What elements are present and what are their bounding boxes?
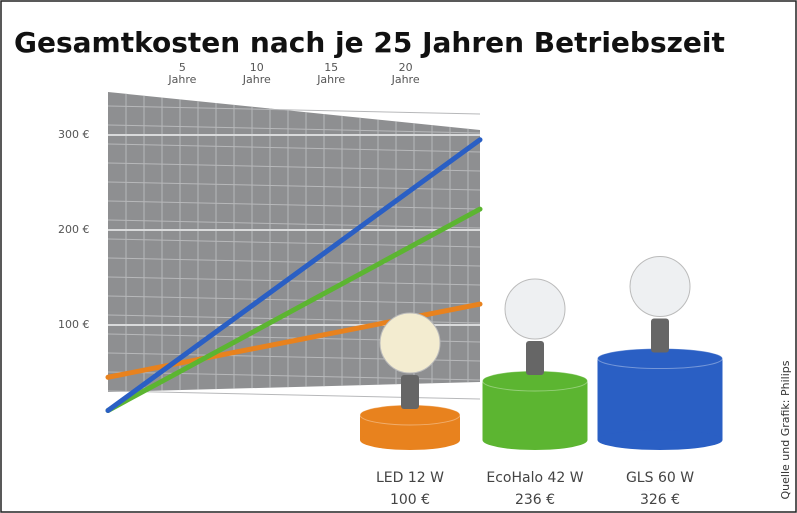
x-tick-label: 5 Jahre xyxy=(168,61,197,86)
fine-grid xyxy=(107,124,481,134)
bulb-glass xyxy=(629,256,691,317)
bulb-cost: 326 € xyxy=(640,492,680,508)
x-tick-label: 20 Jahre xyxy=(391,61,420,86)
bulb-glass xyxy=(504,278,566,340)
bulb-name: GLS 60 W xyxy=(626,470,694,486)
y-tick-label: 200 € xyxy=(58,223,90,236)
chart-title: Gesamtkosten nach je 25 Jahren Betriebsz… xyxy=(14,26,725,59)
source: Quelle und Grafik: Philips xyxy=(779,360,792,499)
fine-grid xyxy=(107,276,481,286)
fine-grid xyxy=(107,181,481,191)
pedestal-bottom xyxy=(482,430,588,450)
fine-grid xyxy=(107,143,481,153)
pedestal xyxy=(597,358,723,440)
y-tick-label: 100 € xyxy=(58,318,90,331)
fine-grid xyxy=(107,200,481,210)
y-tick-label: 300 € xyxy=(58,128,90,141)
bulb-cost: 100 € xyxy=(390,492,430,508)
pedestal-bottom xyxy=(360,430,460,450)
fine-grid xyxy=(107,295,481,305)
fine-grid xyxy=(107,238,481,248)
bulb-glass xyxy=(379,312,441,374)
fine-grid xyxy=(107,105,481,115)
bulb-base xyxy=(401,375,419,409)
bulb-base xyxy=(651,318,669,353)
series-line xyxy=(105,206,483,413)
fine-grid xyxy=(107,162,481,172)
bulb-cost: 236 € xyxy=(515,492,555,508)
x-tick-label: 10 Jahre xyxy=(242,61,271,86)
fine-grid xyxy=(107,257,481,267)
x-tick-label: 15 Jahre xyxy=(317,61,346,86)
series-line xyxy=(105,137,483,413)
bulb-base xyxy=(526,341,544,375)
bulb-name: EcoHalo 42 W xyxy=(486,470,583,486)
fine-grid xyxy=(107,219,481,229)
bulb-name: LED 12 W xyxy=(376,470,444,486)
pedestal-bottom xyxy=(597,430,723,450)
